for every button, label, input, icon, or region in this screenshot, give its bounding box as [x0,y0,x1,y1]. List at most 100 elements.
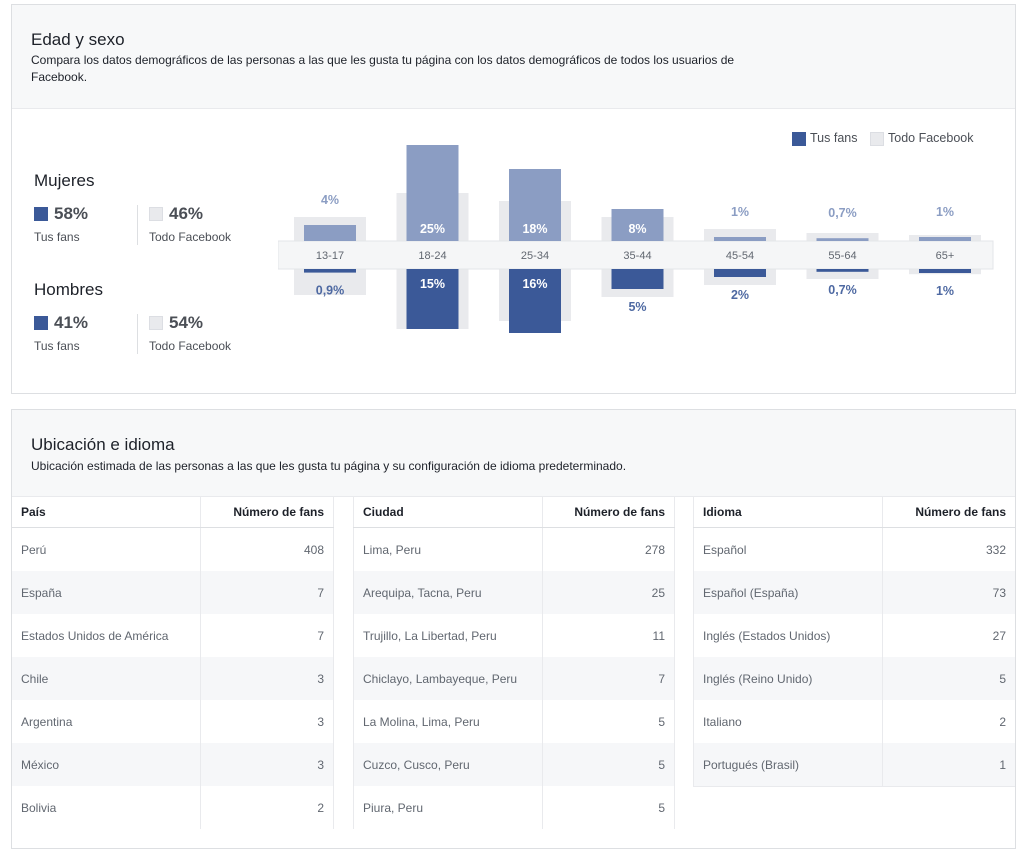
country-row: Chile 3 [12,657,334,700]
facebook-swatch-icon [870,132,884,146]
city-fans-header[interactable]: Número de fans [542,496,675,528]
men-value-label: 0,7% [828,283,857,297]
language-row: Inglés (Estados Unidos) 27 [694,614,1015,657]
country-fans-cell: 3 [200,700,334,743]
country-name-cell: Bolivia [21,800,57,815]
men-value-label: 5% [628,300,646,314]
language-fans-header[interactable]: Número de fans [882,496,1015,528]
country-name-cell: Estados Unidos de América [21,628,169,643]
women-divider [137,205,138,245]
city-name-cell: Arequipa, Tacna, Peru [353,571,543,614]
country-name-cell: Chile [12,657,201,700]
women-fb-swatch-icon [149,207,163,221]
women-value-label: 0,7% [828,206,857,220]
language-name-cell: Italiano [703,714,742,729]
location-header: Ubicación e idioma Ubicación estimada de… [12,410,1015,497]
fans-women-bar [611,209,664,241]
country-fans-cell: 2 [200,786,334,829]
men-fans-label: Tus fans [34,339,80,353]
age-tick-label: 25-34 [521,250,549,262]
country-name-cell: México [12,743,201,786]
women-fans-pct: 58% [54,204,89,223]
age-axis-band [278,240,994,270]
fb-men-bar [294,269,366,295]
women-value-label: 18% [522,222,547,236]
city-row: Trujillo, La Libertad, Peru 11 [354,614,675,657]
city-table: Ciudad Número de fans Lima, Peru 278 Arequ… [353,496,675,829]
language-fans-cell: 1 [882,743,1015,787]
age-tick-label: 35-44 [623,250,651,262]
language-name-cell: Inglés (Reino Unido) [693,657,883,700]
fans-men-bar [611,269,664,289]
men-fb-label: Todo Facebook [149,339,232,353]
language-name-cell: Portugués (Brasil) [693,743,883,787]
age-gender-chart: 4% 0,9% 13-17 25% 15% 18-24 18% 16% 25-34 8% 5% 35-… [278,145,994,333]
city-row: Piura, Peru 5 [354,786,675,829]
women-fb-label: Todo Facebook [149,230,232,244]
language-name-cell: Español [703,542,747,557]
fans-women-bar [919,237,971,241]
country-header[interactable]: País [12,496,201,528]
country-row: Argentina 3 [12,700,334,743]
city-name-cell: La Molina, Lima, Peru [363,714,480,729]
women-value-label: 1% [731,205,749,219]
city-fans-cell: 5 [542,700,675,743]
city-header[interactable]: Ciudad [353,496,543,528]
women-value-label: 4% [321,193,339,207]
women-fans-label: Tus fans [34,230,80,244]
city-row: Chiclayo, Lambayeque, Peru 7 [353,657,675,700]
men-divider [137,314,138,354]
country-row: Perú 408 [12,527,334,571]
language-row: Inglés (Reino Unido) 5 [693,657,1015,700]
language-header[interactable]: Idioma [693,496,883,528]
fans-men-bar [509,269,561,333]
country-name-cell: Argentina [21,714,73,729]
fans-men-bar [304,269,356,273]
language-row: Italiano 2 [694,700,1015,743]
city-row: Arequipa, Tacna, Peru 25 [353,571,675,614]
country-row: Bolivia 2 [12,786,334,829]
fans-men-bar [919,269,971,273]
country-name-cell: Perú [21,542,47,557]
age-tick-label: 55-64 [828,250,856,262]
women-value-label: 8% [628,222,646,236]
men-fans-swatch-icon [34,316,48,330]
city-fans-cell: 5 [542,786,675,829]
men-value-label: 15% [420,277,445,291]
men-value-label: 0,9% [316,284,345,298]
city-name-cell: Piura, Peru [363,800,424,815]
language-row: Español (España) 73 [693,571,1015,614]
city-fans-cell: 278 [542,527,675,571]
fans-swatch-icon [792,132,806,146]
men-value-label: 1% [936,284,954,298]
women-fb-pct: 46% [169,204,204,223]
country-fans-header[interactable]: Número de fans [200,496,334,528]
women-value-label: 25% [420,222,445,236]
men-fb-pct: 54% [169,313,204,332]
fans-women-bar [304,225,356,241]
language-name-cell: Inglés (Estados Unidos) [703,628,831,643]
city-name-cell: Lima, Peru [363,542,422,557]
age-tick-label: 18-24 [418,250,446,262]
country-row: México 3 [12,743,334,786]
country-fans-cell: 3 [200,657,334,700]
fans-women-bar [714,237,766,241]
location-description: Ubicación estimada de las personas a las… [31,459,627,473]
city-fans-cell: 5 [542,743,675,786]
country-fans-cell: 3 [200,743,334,786]
men-fb-swatch-icon [149,316,163,330]
fb-men-bar [806,269,879,279]
country-table: País Número de fans Perú 408 España 7 Estado… [12,496,334,829]
country-row: Estados Unidos de América 7 [12,614,334,657]
men-value-label: 16% [522,277,547,291]
fans-women-bar [509,169,561,241]
city-name-cell: Chiclayo, Lambayeque, Peru [353,657,543,700]
language-fans-cell: 332 [882,527,1015,571]
fans-men-bar [406,269,459,329]
men-value-label: 2% [731,288,749,302]
age-tick-label: 45-54 [726,250,754,262]
language-table: Idioma Número de fans Español 332 Español … [693,496,1015,787]
women-value-label: 1% [936,205,954,219]
age-tick-label: 65+ [936,250,955,262]
age-gender-header: Edad y sexo Compara los datos demográfic… [12,5,1015,109]
